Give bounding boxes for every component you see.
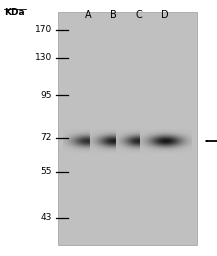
Text: B: B [110,10,116,20]
Text: KDa: KDa [4,8,25,17]
Text: 43: 43 [41,214,52,222]
Text: 170: 170 [35,26,52,35]
Text: A: A [85,10,91,20]
Text: 95: 95 [41,91,52,100]
Text: 72: 72 [41,133,52,143]
Bar [58,12,197,245]
Text: C: C [136,10,142,20]
Text: 55: 55 [41,167,52,176]
Text: D: D [161,10,169,20]
Text: 130: 130 [35,54,52,62]
